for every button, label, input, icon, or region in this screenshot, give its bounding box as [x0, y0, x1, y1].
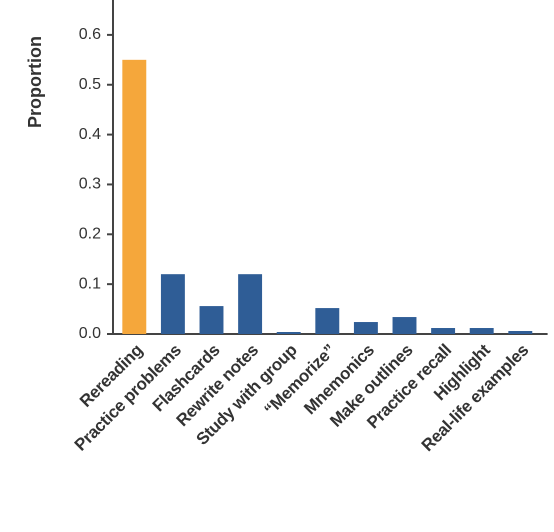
bar — [315, 308, 340, 334]
y-tick-label: 0.6 — [79, 26, 101, 43]
bar — [469, 328, 494, 334]
y-tick-label: 0.5 — [79, 76, 101, 93]
y-axis-label: Proportion — [25, 36, 45, 128]
bar — [238, 274, 263, 334]
y-tick-label: 0.4 — [79, 126, 101, 143]
bar — [276, 332, 301, 334]
bar — [199, 306, 224, 334]
bar — [508, 331, 533, 334]
y-tick-label: 0.2 — [79, 226, 101, 243]
y-tick-label: 0.1 — [79, 275, 101, 292]
bar — [122, 59, 147, 335]
y-tick-label: 0.3 — [79, 176, 101, 193]
y-tick-label: 0.0 — [79, 325, 101, 342]
bar — [353, 322, 378, 334]
bar — [431, 328, 456, 334]
bar — [392, 317, 417, 334]
bar — [160, 274, 185, 334]
